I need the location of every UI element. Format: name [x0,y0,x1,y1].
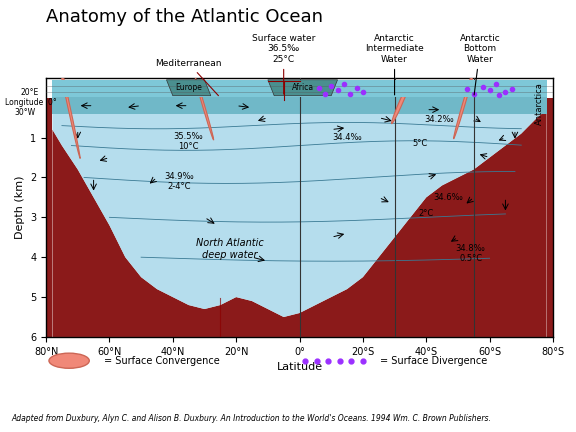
Text: 34.4‰: 34.4‰ [332,133,362,142]
Ellipse shape [56,49,80,159]
Polygon shape [547,98,553,337]
Text: Africa: Africa [291,83,314,92]
Polygon shape [46,98,52,337]
Polygon shape [166,80,211,96]
Text: Anatomy of the Atlantic Ocean: Anatomy of the Atlantic Ocean [46,8,323,26]
Text: 34.9‰
2-4°C: 34.9‰ 2-4°C [164,172,194,191]
Y-axis label: Depth (km): Depth (km) [14,176,25,239]
Text: 20°E: 20°E [21,89,39,97]
Ellipse shape [392,81,410,124]
Text: Adapted from Duxbury, Alyn C. and Alison B. Duxbury. An Introduction to the Worl: Adapted from Duxbury, Alyn C. and Alison… [12,414,491,423]
Text: Antarctic
Bottom
Water: Antarctic Bottom Water [460,34,501,95]
Ellipse shape [49,353,89,368]
Text: Antarctic
Intermediate
Water: Antarctic Intermediate Water [365,34,424,95]
Polygon shape [268,80,338,96]
Text: 34.8‰
0.5°C: 34.8‰ 0.5°C [456,244,486,263]
Text: Mediterranean: Mediterranean [156,59,222,95]
Text: 2°C: 2°C [419,209,434,218]
Ellipse shape [195,78,214,140]
Polygon shape [52,98,547,337]
Text: 34.6‰: 34.6‰ [434,193,463,202]
X-axis label: Latitude: Latitude [276,362,323,372]
Text: = Surface Convergence: = Surface Convergence [104,356,219,366]
Text: 5°C: 5°C [412,139,427,148]
Polygon shape [52,98,547,317]
Polygon shape [52,80,547,97]
Text: 34.2‰: 34.2‰ [424,115,454,124]
Text: Longitude  0°: Longitude 0° [5,98,56,108]
Text: North Atlantic
deep water: North Atlantic deep water [196,238,264,260]
Polygon shape [52,97,547,114]
Text: Antarctica: Antarctica [535,82,544,125]
Text: 30°W: 30°W [14,108,36,118]
Ellipse shape [453,66,475,139]
Text: Surface water
36.5‰
25°C: Surface water 36.5‰ 25°C [252,34,316,94]
Text: Europe: Europe [175,83,202,92]
Text: = Surface Divergence: = Surface Divergence [380,356,487,366]
Text: 35.5‰
10°C: 35.5‰ 10°C [174,132,203,151]
